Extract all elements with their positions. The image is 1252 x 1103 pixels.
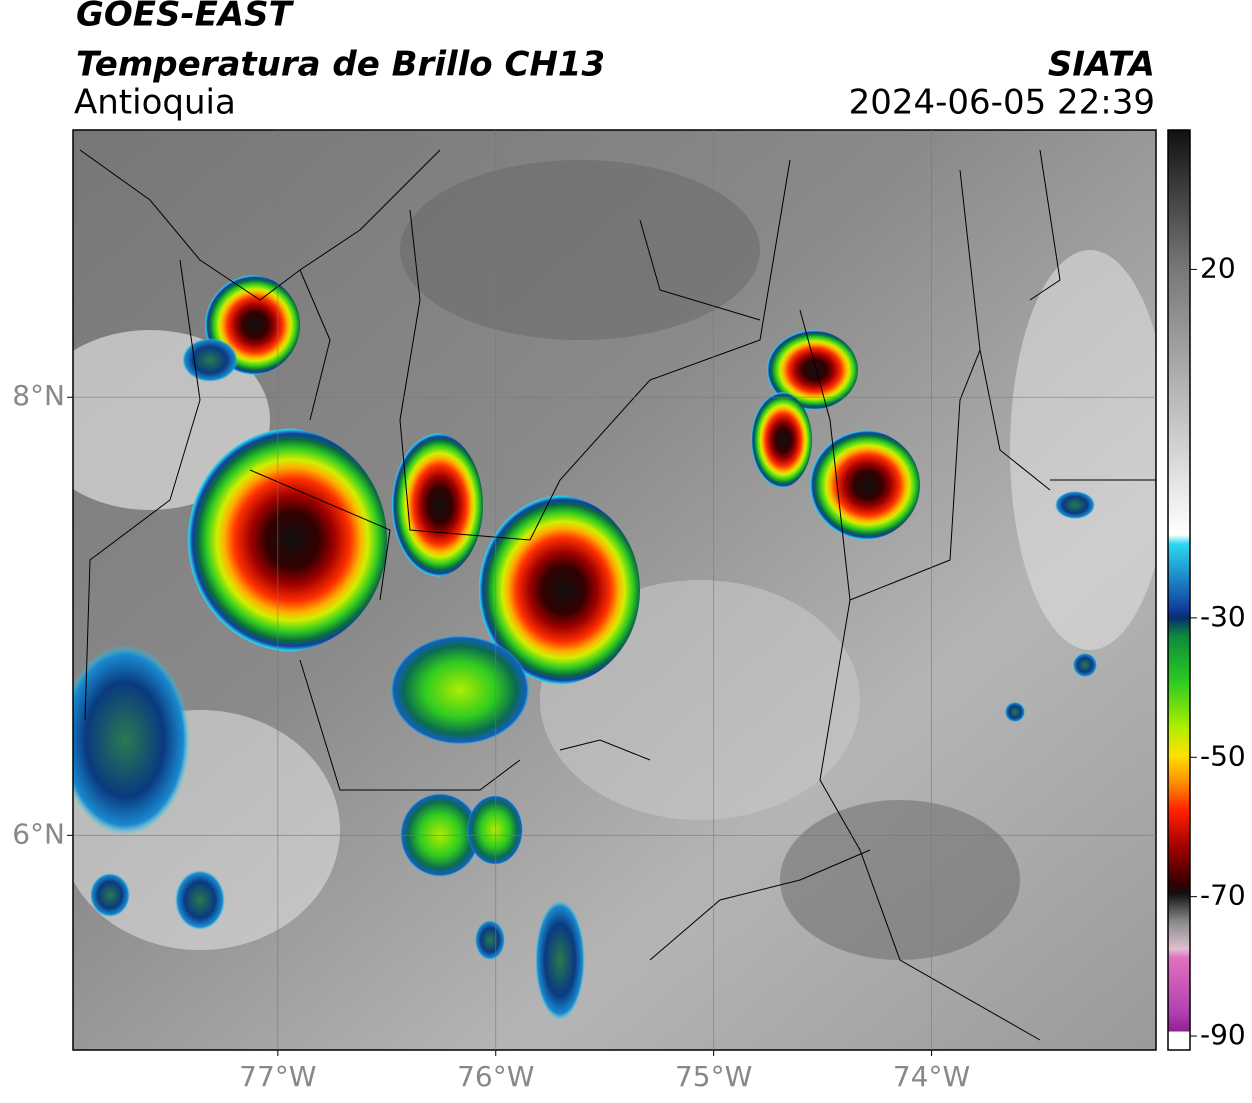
region: Antioquia [74, 83, 236, 123]
colorbar-tick-label: -70 [1200, 879, 1246, 912]
colorbar-tick-label: -30 [1200, 600, 1246, 633]
datetime: 2024-06-05 22:39 [849, 83, 1155, 123]
x-tick-label: 77°W [239, 1060, 316, 1093]
x-tick-label: 76°W [457, 1060, 534, 1093]
colorbar-tick-label: -90 [1200, 1018, 1246, 1051]
y-tick-label: 6°N [12, 817, 65, 850]
map-frame [72, 129, 1157, 1051]
x-tick-label: 75°W [675, 1060, 752, 1093]
x-tick-label: 74°W [893, 1060, 970, 1093]
satellite-image [73, 130, 1156, 1050]
title: GOES-EAST [76, 0, 295, 35]
y-tick-label: 8°N [12, 379, 65, 412]
source: SIATA [1048, 45, 1155, 85]
colorbar-tick-label: 20 [1200, 251, 1236, 284]
colorbar [1167, 129, 1191, 1051]
colorbar-tick-label: -50 [1200, 739, 1246, 772]
subtitle: Temperatura de Brillo CH13 [76, 45, 605, 85]
